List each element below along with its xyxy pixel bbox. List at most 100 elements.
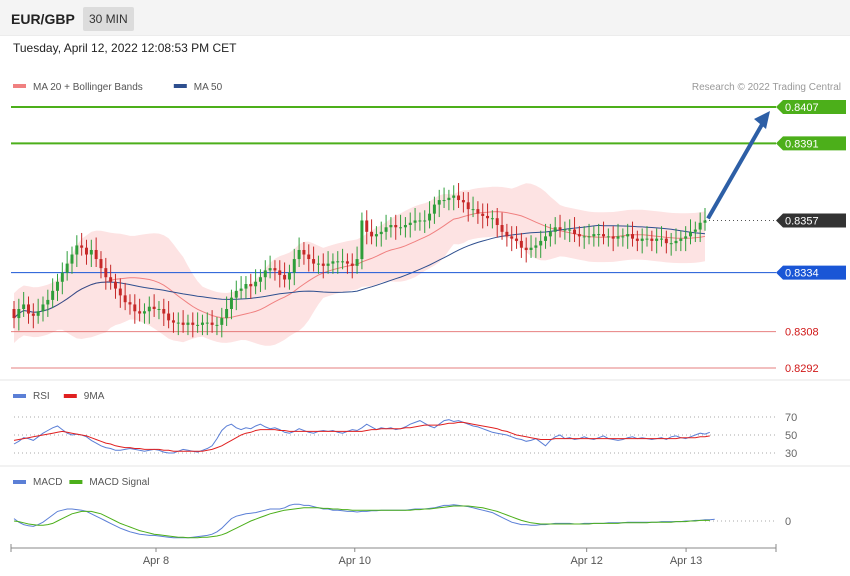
candle-body — [587, 236, 591, 238]
candle-body — [234, 290, 238, 298]
candle-body — [660, 238, 663, 240]
candle-body — [374, 234, 378, 237]
candle-body — [258, 277, 262, 282]
candle-body — [461, 200, 465, 203]
legend-label: RSI — [33, 391, 50, 402]
candle-body — [597, 234, 601, 236]
chart-header: EUR/GBP 30 MIN — [0, 0, 850, 36]
candle-body — [370, 231, 374, 237]
candle-body — [56, 281, 59, 291]
candle-body — [355, 259, 359, 266]
legend-label: 9MA — [84, 391, 105, 402]
last-price-tag — [776, 213, 846, 228]
candle-body — [75, 245, 79, 255]
macd-line — [13, 503, 715, 539]
time-tick-label: Apr 10 — [339, 555, 371, 567]
candle-body — [563, 229, 567, 231]
candle-body — [142, 311, 146, 314]
candle-body — [249, 284, 253, 287]
forecast-arrowhead — [754, 111, 770, 129]
candle-body — [99, 259, 103, 269]
timestamp: Tuesday, April 12, 2022 12:08:53 PM CET — [13, 41, 237, 55]
candle-body — [548, 231, 552, 237]
candle-body — [640, 238, 644, 241]
candle-body — [466, 202, 470, 210]
candle-body — [399, 227, 403, 229]
candle-body — [46, 299, 50, 305]
candle-body — [341, 261, 345, 263]
candle-body — [138, 311, 142, 314]
candle-body — [263, 270, 267, 278]
candle-body — [36, 311, 40, 316]
candle-body — [452, 195, 456, 198]
candle-body — [476, 209, 480, 214]
candle-body — [471, 209, 475, 211]
candle-body — [679, 238, 683, 241]
candle-body — [645, 238, 649, 240]
candle-body — [389, 225, 393, 228]
candle-body — [515, 238, 519, 241]
level-tag — [776, 136, 846, 151]
legend-label: MACD — [33, 477, 62, 488]
candle-body — [191, 322, 195, 325]
legend-swatch — [13, 394, 26, 398]
candle-body — [326, 263, 330, 266]
candle-body — [650, 238, 654, 241]
rsi-tick-label: 70 — [785, 412, 797, 424]
candle-body — [384, 227, 388, 232]
candle-body — [505, 231, 509, 237]
candle-body — [616, 236, 620, 239]
candle-body — [118, 288, 122, 296]
candle-body — [171, 320, 175, 323]
candle-body — [297, 249, 301, 260]
candle-body — [321, 263, 325, 266]
macd-signal-line — [13, 505, 710, 539]
candle-body — [312, 259, 316, 264]
candle-body — [128, 302, 132, 305]
candle-body — [689, 231, 692, 237]
candle-body — [693, 229, 697, 232]
candle-body — [664, 238, 668, 244]
candle-body — [27, 304, 30, 314]
candle-body — [486, 215, 490, 219]
ma50-line — [13, 224, 706, 319]
candle-body — [162, 308, 166, 314]
candle-body — [573, 229, 577, 235]
candle-body — [592, 234, 596, 237]
candle-body — [519, 240, 523, 248]
rsi-tick-label: 50 — [785, 430, 797, 442]
candle-body — [60, 272, 64, 282]
candle-body — [490, 218, 494, 220]
candle-body — [544, 236, 548, 241]
candle-body — [147, 306, 151, 312]
rsi-line — [13, 419, 710, 454]
macd-tick-label: 0 — [785, 516, 791, 528]
candle-body — [447, 197, 451, 201]
last-price-label: 0.8357 — [785, 215, 819, 227]
candle-body — [481, 213, 485, 216]
candle-body — [51, 290, 55, 300]
candle-body — [534, 245, 538, 248]
candle-body — [210, 322, 214, 325]
candle-body — [360, 220, 364, 260]
candle-body — [205, 322, 209, 324]
candle-body — [157, 308, 161, 310]
candle-body — [500, 225, 504, 232]
candle-body — [582, 236, 586, 238]
candle-body — [65, 263, 69, 273]
candle-body — [84, 247, 88, 255]
candle-body — [418, 220, 422, 222]
candle-body — [379, 231, 383, 235]
bollinger-bands — [14, 183, 705, 346]
candle-body — [12, 308, 16, 319]
candle-body — [684, 236, 688, 239]
candle-body — [403, 225, 407, 228]
candle-body — [133, 304, 137, 312]
candle-body — [176, 322, 180, 324]
candle-body — [428, 213, 432, 221]
candle-body — [167, 313, 171, 321]
candle-body — [336, 261, 340, 263]
candle-body — [331, 261, 335, 264]
timeframe-badge[interactable]: 30 MIN — [83, 7, 134, 31]
